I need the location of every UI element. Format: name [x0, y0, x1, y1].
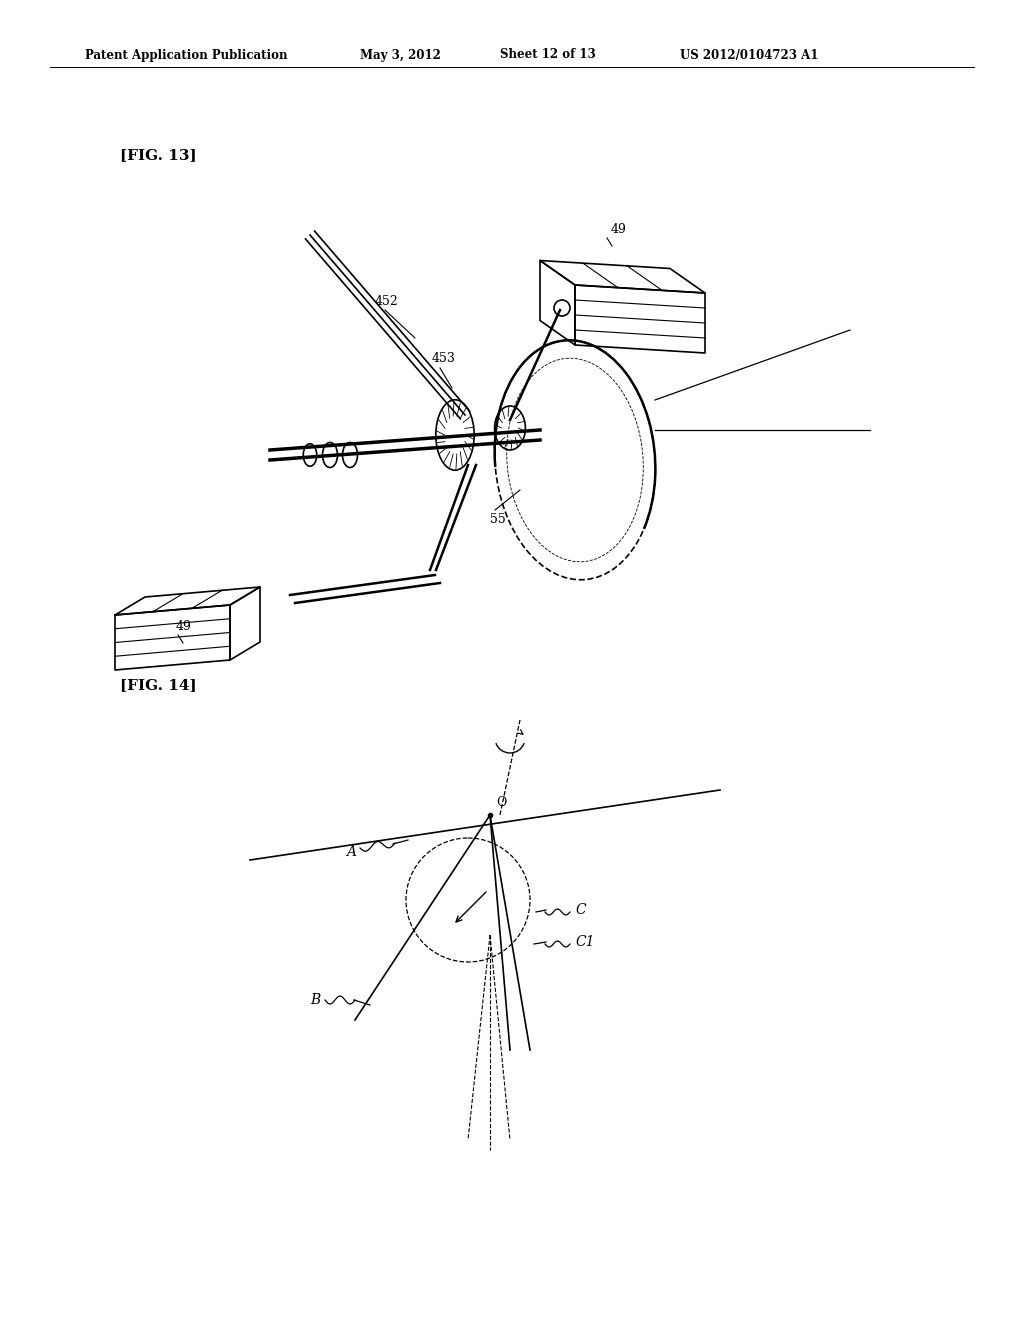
Text: [FIG. 14]: [FIG. 14]	[120, 678, 197, 692]
Text: C1: C1	[575, 935, 595, 949]
Text: 49: 49	[176, 620, 191, 634]
Text: 453: 453	[432, 352, 456, 366]
Text: Patent Application Publication: Patent Application Publication	[85, 49, 288, 62]
Text: O: O	[496, 796, 507, 809]
Text: May 3, 2012: May 3, 2012	[360, 49, 441, 62]
Text: 49: 49	[611, 223, 627, 236]
Text: C: C	[575, 903, 586, 917]
Text: B: B	[310, 993, 321, 1007]
Text: A: A	[346, 845, 356, 859]
Text: 55: 55	[490, 513, 506, 525]
Text: Sheet 12 of 13: Sheet 12 of 13	[500, 49, 596, 62]
Text: [FIG. 13]: [FIG. 13]	[120, 148, 197, 162]
Text: US 2012/0104723 A1: US 2012/0104723 A1	[680, 49, 818, 62]
Text: 452: 452	[375, 294, 398, 308]
